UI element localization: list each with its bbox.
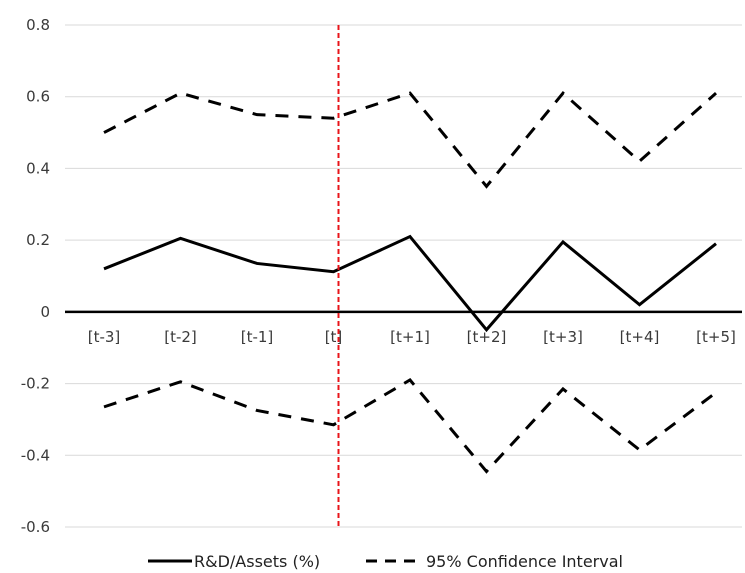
rd-assets-line <box>103 234 717 333</box>
series-lines <box>103 90 717 474</box>
y-axis-ticks: 0.8 0.6 0.4 0.2 0 -0.2 -0.4 -0.6 <box>21 16 50 536</box>
legend-label-rd-assets: R&D/Assets (%) <box>194 552 320 571</box>
legend: R&D/Assets (%) 95% Confidence Interval <box>148 552 623 571</box>
y-tick-label: 0.8 <box>26 16 50 34</box>
x-tick-label: [t+1] <box>390 328 430 346</box>
legend-label-confidence-interval: 95% Confidence Interval <box>426 552 623 571</box>
x-tick-label: [t+4] <box>620 328 660 346</box>
ci-upper-line <box>103 90 717 189</box>
y-tick-label: 0 <box>40 303 50 321</box>
x-tick-label: [t-1] <box>241 328 274 346</box>
x-tick-label: [t-2] <box>164 328 197 346</box>
x-tick-label: [t-3] <box>88 328 121 346</box>
ci-lower-line <box>103 378 717 474</box>
x-tick-label: [t+3] <box>543 328 583 346</box>
x-axis-ticks: [t-3] [t-2] [t-1] [t] [t+1] [t+2] [t+3] [t+4] [t… <box>88 328 736 346</box>
x-tick-label: [t+5] <box>696 328 736 346</box>
x-tick-label: [t] <box>325 328 343 346</box>
y-tick-label: -0.6 <box>21 518 50 536</box>
y-tick-label: 0.6 <box>26 88 50 106</box>
y-tick-label: -0.4 <box>21 446 50 464</box>
y-tick-label: -0.2 <box>21 375 50 393</box>
y-tick-label: 0.4 <box>26 159 50 177</box>
x-tick-label: [t+2] <box>467 328 507 346</box>
y-tick-label: 0.2 <box>26 231 50 249</box>
